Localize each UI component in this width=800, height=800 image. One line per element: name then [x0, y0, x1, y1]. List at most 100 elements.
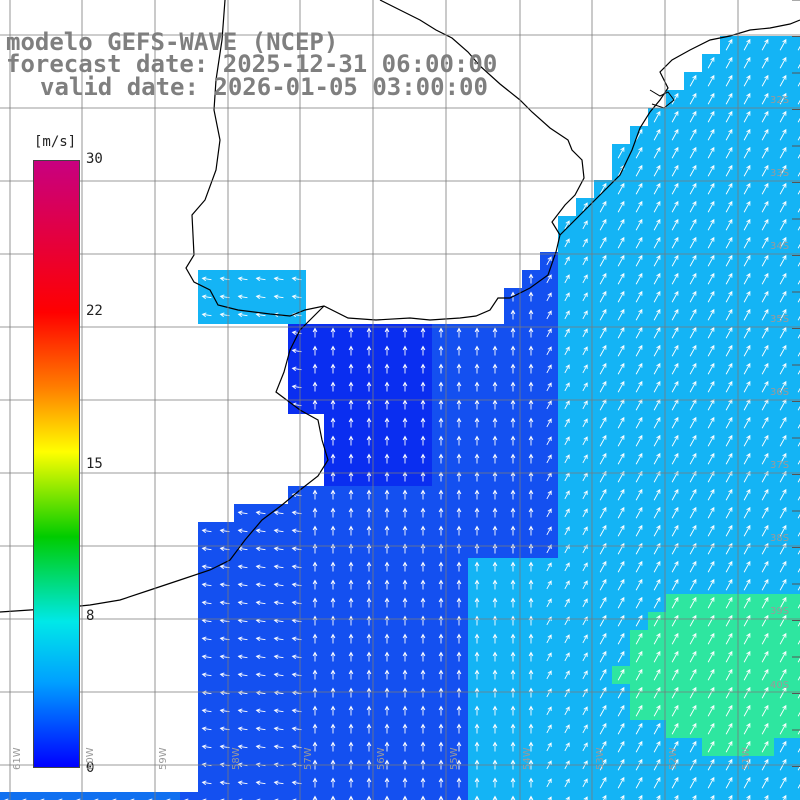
wind-arrow: [384, 345, 390, 356]
wind-arrow: [201, 780, 212, 786]
wind-arrow: [438, 327, 444, 338]
wind-arrow: [420, 525, 426, 536]
wind-arrow: [273, 780, 284, 786]
wind-arrow: [348, 741, 354, 752]
wind-arrow: [797, 567, 800, 573]
wind-arrow: [707, 92, 715, 105]
wind-arrow: [348, 525, 354, 536]
wind-arrow: [725, 74, 733, 87]
wind-arrow: [492, 561, 498, 572]
wind-arrow: [635, 326, 643, 339]
wind-arrow: [779, 362, 787, 375]
wind-arrow: [564, 454, 570, 464]
wind-arrow: [653, 434, 661, 447]
wind-arrow: [653, 164, 661, 177]
wind-arrow: [438, 525, 444, 536]
wind-arrow: [348, 597, 354, 608]
wind-arrow: [689, 308, 697, 321]
wind-cell: [792, 558, 800, 576]
wind-arrow: [779, 272, 787, 285]
wind-arrow: [653, 506, 661, 519]
wind-arrow: [779, 560, 787, 573]
wind-arrow: [635, 488, 643, 501]
wind-arrow: [348, 579, 354, 590]
wind-arrow: [617, 290, 625, 303]
wind-arrow: [528, 381, 534, 392]
wind-arrow: [761, 236, 769, 249]
wind-arrows: [4, 38, 800, 800]
wind-arrow: [779, 326, 787, 339]
wind-arrow: [510, 363, 516, 374]
wind-arrow: [456, 561, 462, 572]
wind-arrow: [582, 364, 588, 374]
wind-arrow: [366, 345, 372, 356]
wind-arrow: [582, 310, 588, 320]
wind-arrow: [599, 560, 607, 573]
wind-arrow: [528, 795, 534, 800]
wind-arrow: [743, 110, 751, 123]
wind-arrow: [402, 417, 408, 428]
wind-arrow: [689, 776, 697, 789]
valid-date: valid date: 2026-01-05 03:00:00: [40, 73, 488, 101]
wind-arrow: [384, 327, 390, 338]
wind-arrow: [564, 418, 570, 428]
wind-arrow: [797, 351, 800, 357]
wind-arrow: [674, 794, 679, 800]
wind-arrow: [201, 546, 212, 552]
wind-arrow: [635, 704, 643, 717]
wind-arrow: [617, 434, 625, 447]
wind-arrow: [492, 633, 498, 644]
wind-arrow: [635, 380, 643, 393]
wind-cell: [792, 36, 800, 54]
wind-arrow: [273, 744, 284, 750]
lon-label: 59W: [158, 747, 169, 770]
wind-arrow: [653, 182, 661, 195]
wind-arrow: [528, 489, 534, 500]
wind-cell: [72, 792, 90, 800]
wind-arrow: [582, 562, 588, 572]
wind-arrow: [743, 776, 751, 789]
wind-arrow: [366, 561, 372, 572]
wind-arrow: [653, 740, 661, 753]
lon-label: 52W: [668, 747, 679, 770]
wind-arrow: [348, 669, 354, 680]
wind-arrow: [564, 382, 570, 392]
colorbar-tick-8: 8: [86, 608, 95, 624]
wind-arrow: [725, 740, 733, 753]
wind-cell: [792, 720, 800, 738]
wind-arrow: [582, 508, 588, 518]
wind-arrow: [564, 400, 570, 410]
wind-arrow: [348, 471, 354, 482]
wind-arrow: [617, 326, 625, 339]
wind-arrow: [546, 670, 552, 680]
wind-arrow: [617, 146, 625, 159]
wind-arrow: [671, 218, 679, 231]
wind-arrow: [725, 92, 733, 105]
wind-arrow: [384, 777, 390, 788]
wind-arrow: [797, 135, 800, 141]
wind-arrow: [312, 381, 318, 392]
wind-arrow: [366, 399, 372, 410]
wind-arrow: [312, 651, 318, 662]
wind-arrow: [671, 524, 679, 537]
wind-arrow: [546, 562, 552, 572]
wind-arrow: [692, 794, 697, 800]
wind-cell: [792, 162, 800, 180]
wind-arrow: [779, 416, 787, 429]
wind-arrow: [474, 741, 480, 752]
wind-arrow: [201, 636, 212, 642]
wind-arrow: [797, 765, 800, 771]
wind-arrow: [366, 723, 372, 734]
wind-arrow: [474, 345, 480, 356]
wind-arrow: [582, 742, 588, 752]
wind-arrow: [797, 333, 800, 339]
colorbar-tick-22: 22: [86, 303, 103, 319]
wind-arrow: [743, 434, 751, 447]
wind-arrow: [510, 687, 516, 698]
wind-arrow: [653, 668, 661, 681]
wind-arrow: [330, 633, 336, 644]
wind-arrow: [420, 777, 426, 788]
wind-arrow: [779, 290, 787, 303]
wind-arrow: [779, 542, 787, 555]
wind-arrow: [599, 596, 607, 609]
